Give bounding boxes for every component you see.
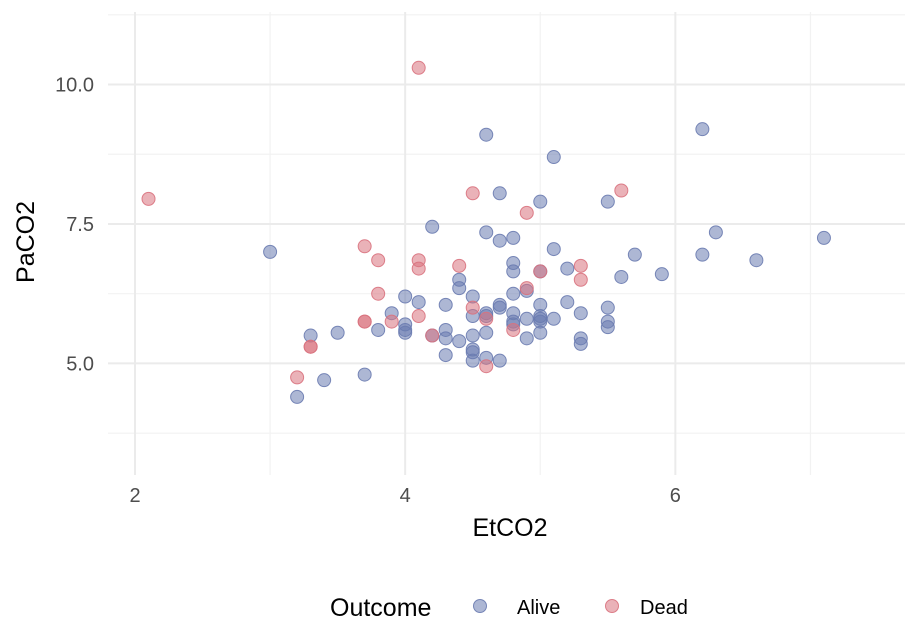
data-point-alive [600,194,615,209]
data-point-dead [357,239,372,254]
axis-ticks: 2 4 6 5.0 7.5 10.0 [55,75,681,507]
data-point-alive [492,186,507,201]
data-point-alive [317,373,332,388]
data-point-alive [546,311,561,326]
data-point-alive [465,328,480,343]
data-point-alive [600,300,615,315]
y-tick-label: 7.5 [66,214,94,236]
data-point-alive [654,267,669,282]
data-point-alive [425,219,440,234]
data-point-alive [560,295,575,310]
data-point-alive [438,297,453,312]
data-point-alive [465,353,480,368]
data-point-alive [816,230,831,245]
data-point-alive [533,325,548,340]
data-point-alive [614,269,629,284]
data-point-alive [600,320,615,335]
data-point-dead [519,205,534,220]
data-point-alive [438,348,453,363]
data-point-alive [533,194,548,209]
legend-key-alive [473,599,487,613]
legend-key-dead [605,599,619,613]
data-point-alive [263,244,278,259]
x-tick-label: 4 [400,485,411,507]
data-point-dead [506,322,521,337]
data-point-alive [708,225,723,240]
data-point-alive [573,336,588,351]
data-point-alive [546,150,561,165]
data-point-dead [573,272,588,287]
data-point-alive [411,295,426,310]
data-point-dead [465,186,480,201]
data-point-alive [438,331,453,346]
data-point-alive [695,247,710,262]
data-point-alive [330,325,345,340]
y-tick-label: 10.0 [55,75,94,97]
data-point-dead [357,314,372,329]
data-point-alive [398,325,413,340]
data-point-dead [384,314,399,329]
y-axis-title: PaCO2 [12,201,40,283]
x-axis-title: EtCO2 [472,514,547,542]
data-point-alive [492,353,507,368]
data-point-dead [573,258,588,273]
data-point-alive [506,286,521,301]
data-point-alive [749,253,764,268]
data-point-alive [398,289,413,304]
data-point-alive [452,281,467,296]
data-point-alive [479,325,494,340]
legend-label-alive: Alive [517,597,560,618]
data-point-alive [506,230,521,245]
data-point-dead [614,183,629,198]
data-point-alive [479,225,494,240]
data-point-dead [371,253,386,268]
legend-title: Outcome [330,594,431,618]
data-point-alive [546,242,561,257]
data-point-dead [411,309,426,324]
grid [108,12,905,475]
data-point-alive [560,261,575,276]
data-point-dead [533,264,548,279]
data-point-alive [479,127,494,142]
data-point-alive [519,311,534,326]
data-point-alive [357,367,372,382]
data-point-alive [492,300,507,315]
data-point-dead [519,281,534,296]
data-points [141,60,831,404]
y-tick-label: 5.0 [66,353,94,375]
data-point-dead [141,191,156,206]
data-point-dead [465,300,480,315]
data-point-dead [479,311,494,326]
data-point-dead [425,328,440,343]
data-point-dead [452,258,467,273]
data-point-alive [290,389,305,404]
legend: Outcome Alive Dead [330,594,688,618]
data-point-dead [371,286,386,301]
data-point-alive [452,334,467,349]
data-point-alive [371,322,386,337]
x-tick-label: 2 [129,485,140,507]
data-point-alive [519,331,534,346]
data-point-alive [573,306,588,321]
x-tick-label: 6 [670,485,681,507]
data-point-dead [411,60,426,75]
data-point-dead [479,359,494,374]
legend-label-dead: Dead [640,597,688,618]
data-point-alive [492,233,507,248]
data-point-alive [506,264,521,279]
data-point-alive [627,247,642,262]
data-point-dead [290,370,305,385]
data-point-dead [411,261,426,276]
data-point-dead [303,339,318,354]
data-point-alive [695,122,710,137]
